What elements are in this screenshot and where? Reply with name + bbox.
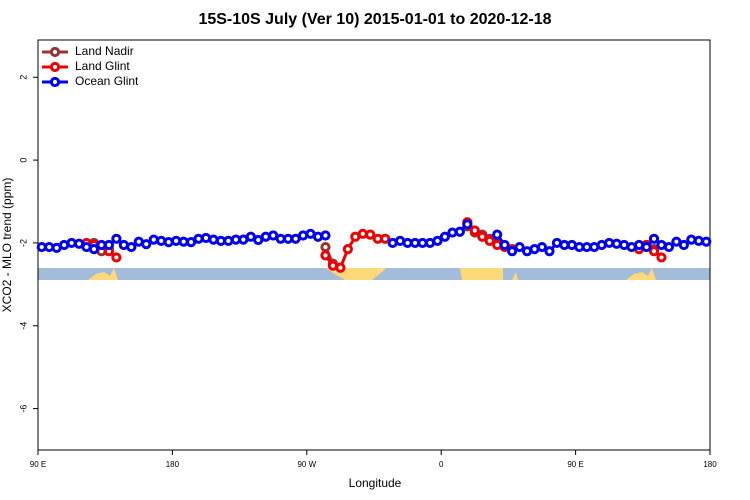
point — [499, 239, 510, 251]
legend-label: Land Nadir — [75, 44, 134, 58]
point — [126, 241, 137, 253]
x-tick-label: 90 E — [30, 460, 46, 469]
x-tick-label: 180 — [703, 460, 717, 469]
point — [365, 229, 376, 240]
point — [163, 237, 174, 248]
y-tick-label: -6 — [18, 405, 28, 413]
y-tick-label: 2 — [18, 75, 28, 80]
point — [544, 246, 555, 257]
x-tick-label: 90 W — [297, 460, 316, 469]
map-strip — [38, 268, 710, 280]
point — [432, 235, 443, 246]
point — [701, 236, 712, 247]
point — [686, 234, 697, 245]
y-tick-label: 0 — [18, 158, 28, 163]
point — [663, 241, 675, 253]
point — [477, 231, 488, 242]
point — [462, 219, 473, 230]
point — [223, 235, 234, 246]
legend-marker — [49, 61, 61, 73]
point — [156, 235, 167, 246]
legend-label: Ocean Glint — [75, 74, 139, 88]
x-axis-label: Longitude — [349, 476, 402, 490]
point — [454, 226, 465, 237]
chart-title: 15S-10S July (Ver 10) 2015-01-01 to 2020… — [198, 11, 551, 28]
point — [88, 244, 100, 255]
legend-label: Land Glint — [75, 59, 130, 73]
legend-marker — [49, 76, 61, 88]
legend-marker — [49, 46, 61, 58]
point — [320, 230, 331, 241]
point — [648, 246, 660, 257]
point — [469, 225, 480, 236]
point — [342, 244, 353, 255]
point — [312, 231, 324, 242]
y-tick-label: -2 — [18, 239, 28, 247]
point — [320, 250, 331, 261]
point — [380, 233, 391, 244]
point — [641, 241, 652, 253]
point — [611, 238, 622, 249]
point — [111, 252, 122, 263]
point — [514, 241, 525, 253]
x-tick-label: 180 — [166, 460, 180, 469]
point — [260, 231, 271, 242]
point — [141, 239, 152, 250]
point — [103, 239, 115, 251]
x-tick-label: 90 E — [567, 460, 583, 469]
y-axis-label: XCO2 - MLO trend (ppm) — [0, 178, 14, 313]
point — [208, 234, 219, 245]
point — [648, 233, 660, 244]
point — [148, 234, 159, 245]
y-tick-label: -4 — [18, 322, 28, 330]
point — [492, 229, 503, 240]
point — [320, 241, 331, 253]
point — [656, 252, 667, 263]
point — [484, 235, 495, 246]
point — [507, 246, 518, 257]
x-tick-label: 0 — [439, 460, 444, 469]
point — [335, 262, 346, 273]
point — [678, 239, 689, 251]
point — [439, 231, 451, 242]
point — [536, 241, 548, 253]
point — [111, 233, 122, 244]
